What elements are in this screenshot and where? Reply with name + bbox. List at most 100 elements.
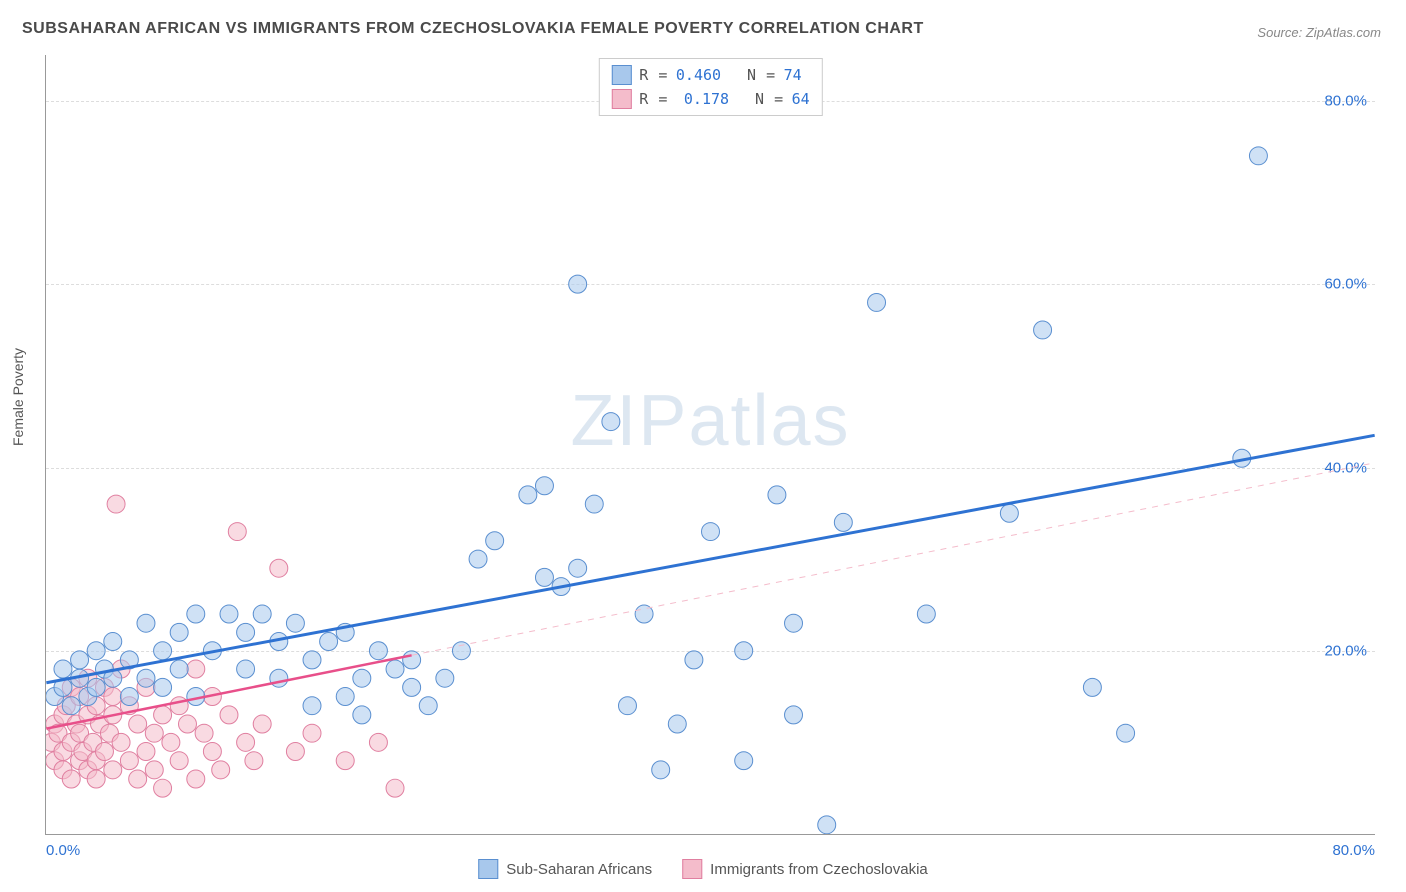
scatter-point-a: [419, 697, 437, 715]
scatter-point-b: [104, 761, 122, 779]
source-attribution: Source: ZipAtlas.com: [1257, 25, 1381, 40]
scatter-point-b: [187, 770, 205, 788]
scatter-point-a: [535, 568, 553, 586]
scatter-point-a: [303, 651, 321, 669]
scatter-point-b: [162, 733, 180, 751]
scatter-point-a: [62, 697, 80, 715]
stats-row-a: R = 0.460 N = 74: [611, 63, 809, 87]
source-label: Source:: [1257, 25, 1302, 40]
scatter-point-b: [369, 733, 387, 751]
scatter-point-a: [154, 642, 172, 660]
scatter-point-a: [735, 642, 753, 660]
scatter-point-a: [685, 651, 703, 669]
stats-r-label-a: R =: [639, 66, 668, 84]
scatter-point-a: [785, 614, 803, 632]
legend-label-b: Immigrants from Czechoslovakia: [710, 861, 928, 878]
scatter-point-b: [170, 752, 188, 770]
scatter-point-b: [220, 706, 238, 724]
scatter-point-a: [585, 495, 603, 513]
scatter-point-a: [1000, 504, 1018, 522]
legend-swatch-pink-icon: [682, 859, 702, 879]
scatter-point-a: [336, 688, 354, 706]
scatter-point-a: [386, 660, 404, 678]
scatter-point-a: [220, 605, 238, 623]
stats-r-label-b: R =: [639, 90, 668, 108]
stats-legend-box: R = 0.460 N = 74 R = 0.178 N = 64: [598, 58, 822, 116]
scatter-point-a: [768, 486, 786, 504]
stats-n-label-b: N =: [755, 90, 784, 108]
scatter-point-b: [62, 770, 80, 788]
scatter-point-b: [212, 761, 230, 779]
scatter-point-a: [353, 669, 371, 687]
scatter-point-b: [228, 523, 246, 541]
scatter-point-a: [702, 523, 720, 541]
scatter-point-a: [303, 697, 321, 715]
scatter-point-a: [519, 486, 537, 504]
stats-n-value-a: 74: [784, 66, 802, 84]
scatter-point-a: [286, 614, 304, 632]
scatter-point-b: [145, 761, 163, 779]
stats-r-value-b: 0.178: [684, 90, 729, 108]
chart-container: SUBSAHARAN AFRICAN VS IMMIGRANTS FROM CZ…: [0, 0, 1406, 892]
scatter-point-a: [602, 413, 620, 431]
scatter-point-a: [735, 752, 753, 770]
scatter-point-a: [436, 669, 454, 687]
scatter-point-a: [1249, 147, 1267, 165]
legend-item-b: Immigrants from Czechoslovakia: [682, 859, 928, 879]
scatter-point-a: [569, 559, 587, 577]
scatter-point-b: [187, 660, 205, 678]
scatter-point-b: [154, 779, 172, 797]
scatter-point-a: [369, 642, 387, 660]
scatter-point-a: [618, 697, 636, 715]
scatter-point-a: [652, 761, 670, 779]
scatter-point-b: [154, 706, 172, 724]
stats-n-label-a: N =: [747, 66, 776, 84]
scatter-point-a: [87, 678, 105, 696]
plot-area: ZIPatlas R = 0.460 N = 74 R = 0.178 N = …: [45, 55, 1375, 835]
scatter-point-b: [203, 743, 221, 761]
scatter-point-a: [71, 651, 89, 669]
scatter-point-a: [1034, 321, 1052, 339]
scatter-point-b: [145, 724, 163, 742]
scatter-point-a: [54, 660, 72, 678]
scatter-point-a: [187, 605, 205, 623]
scatter-point-b: [386, 779, 404, 797]
scatter-point-b: [112, 733, 130, 751]
legend-label-a: Sub-Saharan Africans: [506, 861, 652, 878]
scatter-point-a: [137, 669, 155, 687]
scatter-point-b: [237, 733, 255, 751]
stats-row-b: R = 0.178 N = 64: [611, 87, 809, 111]
scatter-point-a: [154, 678, 172, 696]
scatter-point-b: [107, 495, 125, 513]
scatter-point-a: [170, 623, 188, 641]
swatch-pink-icon: [611, 89, 631, 109]
y-axis-label: Female Poverty: [10, 348, 26, 446]
legend-item-a: Sub-Saharan Africans: [478, 859, 652, 879]
scatter-point-a: [237, 623, 255, 641]
source-name: ZipAtlas.com: [1306, 25, 1381, 40]
scatter-point-a: [270, 669, 288, 687]
scatter-point-b: [195, 724, 213, 742]
scatter-point-a: [1083, 678, 1101, 696]
scatter-point-b: [303, 724, 321, 742]
scatter-point-a: [486, 532, 504, 550]
scatter-point-a: [1117, 724, 1135, 742]
scatter-point-a: [818, 816, 836, 834]
chart-title: SUBSAHARAN AFRICAN VS IMMIGRANTS FROM CZ…: [22, 20, 924, 38]
scatter-point-a: [668, 715, 686, 733]
bottom-legend: Sub-Saharan Africans Immigrants from Cze…: [478, 859, 928, 879]
scatter-point-b: [336, 752, 354, 770]
scatter-point-a: [137, 614, 155, 632]
scatter-point-a: [917, 605, 935, 623]
scatter-point-a: [120, 688, 138, 706]
scatter-point-a: [868, 293, 886, 311]
swatch-blue-icon: [611, 65, 631, 85]
scatter-point-b: [137, 743, 155, 761]
stats-n-value-b: 64: [792, 90, 810, 108]
scatter-svg: [46, 55, 1375, 834]
scatter-point-a: [469, 550, 487, 568]
scatter-point-b: [178, 715, 196, 733]
scatter-point-a: [320, 633, 338, 651]
stats-r-value-a: 0.460: [676, 66, 721, 84]
scatter-point-b: [129, 770, 147, 788]
